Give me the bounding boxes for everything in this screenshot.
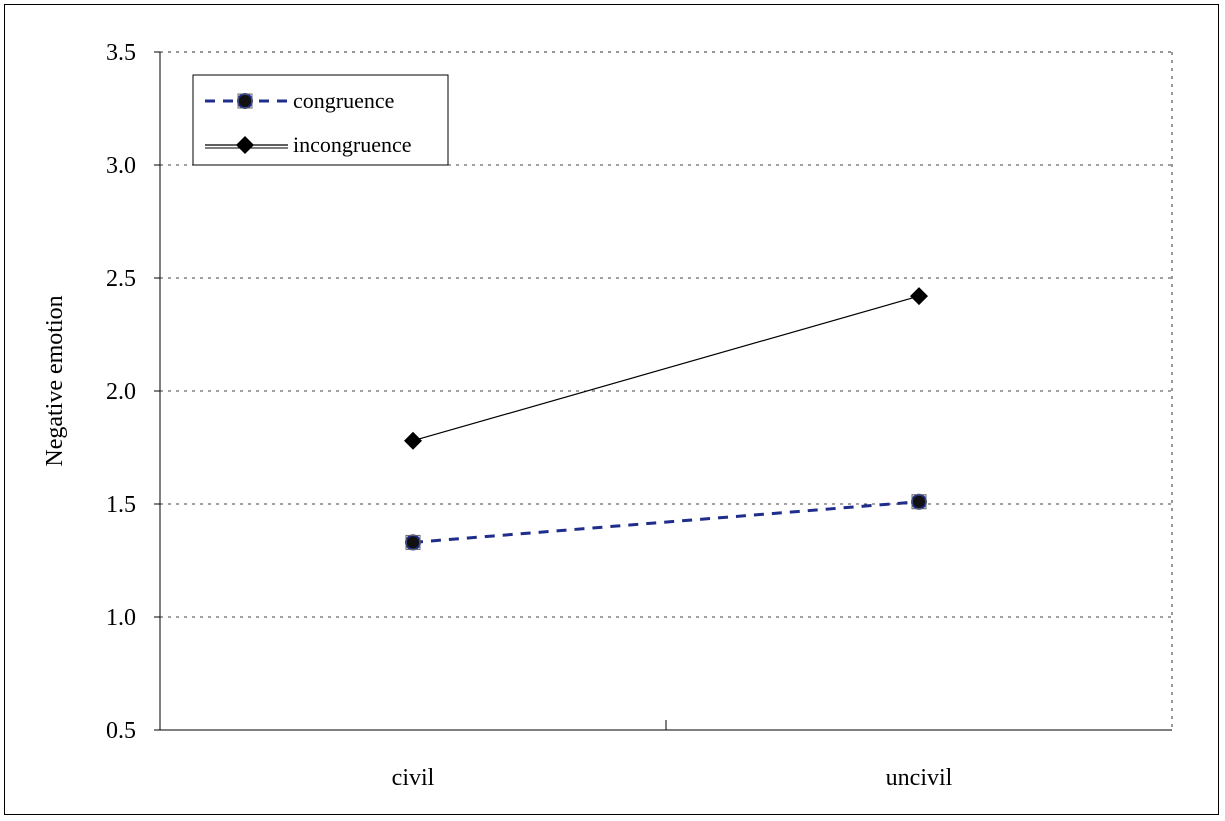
x-tick-label-uncivil: uncivil	[886, 765, 953, 791]
congruence-point-civil	[405, 534, 421, 551]
legend-box	[192, 74, 449, 166]
y-tick-label: 2.0	[106, 379, 136, 405]
y-axis-title: Negative emotion	[42, 295, 68, 466]
axes	[159, 51, 1173, 731]
marker-frame	[405, 534, 421, 550]
legend: congruence incongruence	[192, 74, 449, 166]
incongruence-point-civil	[404, 431, 422, 450]
marker-frame	[237, 93, 253, 109]
legend-label: incongruence	[293, 132, 412, 157]
y-tick-label: 3.5	[106, 40, 136, 66]
legend-marker	[237, 93, 253, 109]
x-tick-labels: civil uncivil	[392, 765, 953, 791]
congruence-line	[412, 500, 920, 544]
y-tick-labels: 0.5 1.0 1.5 2.0 2.5 3.0 3.5	[106, 40, 136, 744]
y-tick-label: 0.5	[106, 718, 136, 744]
legend-item-incongruence: incongruence	[205, 132, 412, 157]
incongruence-line	[412, 295, 920, 442]
legend-marker	[236, 136, 254, 154]
y-tick-label: 2.5	[106, 266, 136, 292]
marker-dot	[237, 93, 253, 109]
x-tick-label-civil: civil	[392, 765, 435, 791]
legend-item-congruence: congruence	[205, 88, 394, 113]
series-incongruence	[404, 287, 928, 450]
y-tick-label: 3.0	[106, 153, 136, 179]
marker-dot	[911, 493, 927, 510]
y-tick-label: 1.5	[106, 492, 136, 518]
marker-dot	[405, 534, 421, 551]
marker-frame	[911, 494, 927, 510]
incongruence-point-uncivil	[910, 287, 928, 306]
series-congruence	[405, 493, 927, 551]
y-tick-label: 1.0	[106, 605, 136, 631]
congruence-point-uncivil	[911, 493, 927, 510]
series	[404, 287, 928, 551]
legend-label: congruence	[293, 88, 394, 113]
